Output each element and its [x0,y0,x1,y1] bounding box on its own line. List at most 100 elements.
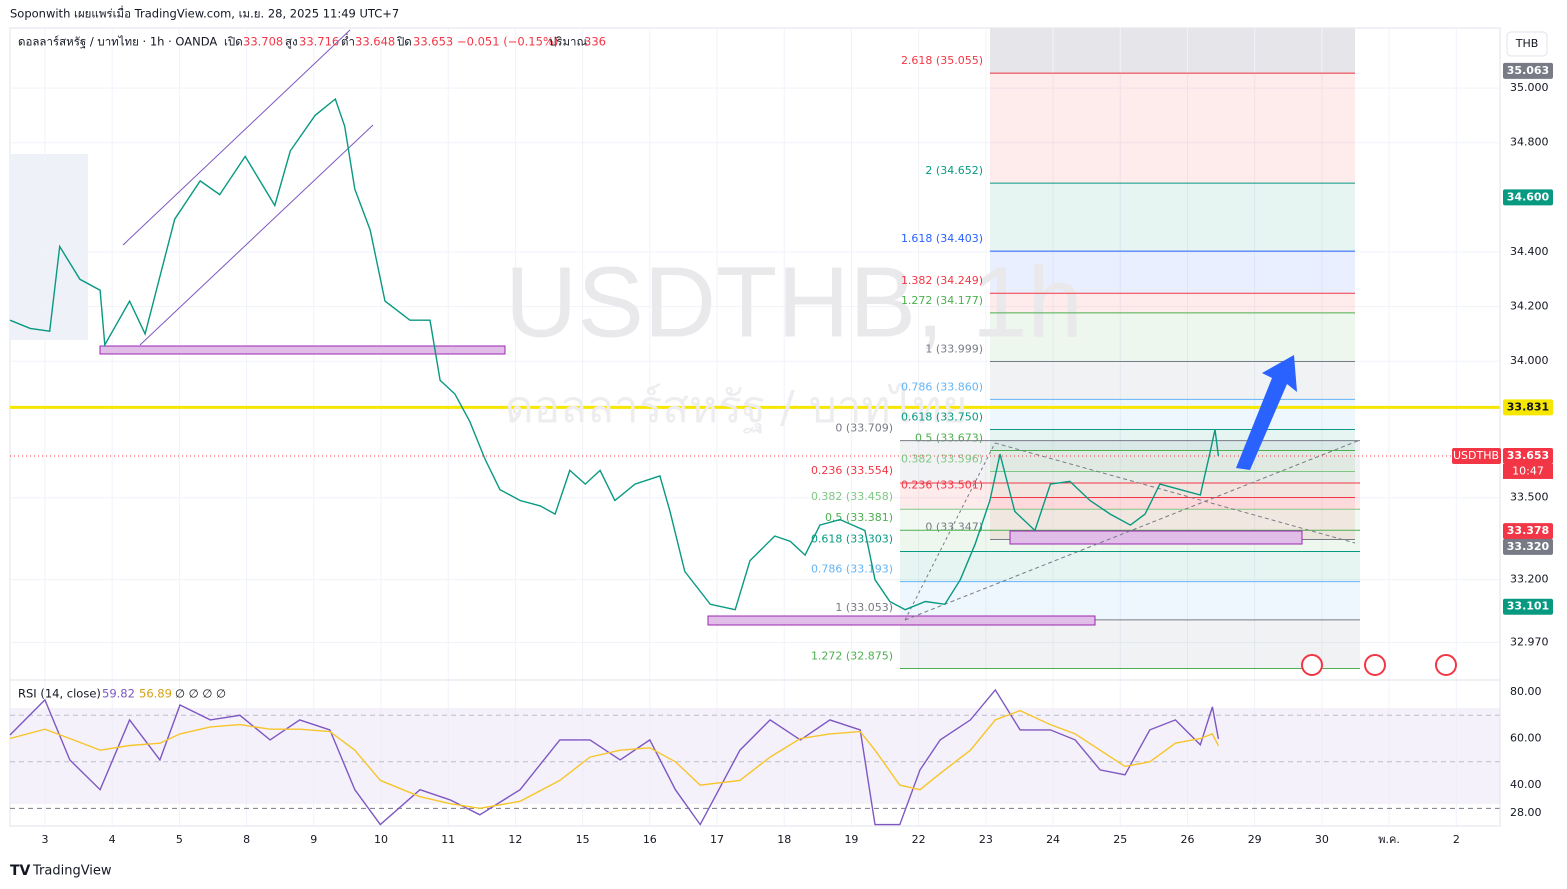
y-tick-label: 33.500 [1510,491,1549,504]
y-tick-label: 80.00 [1510,685,1542,698]
x-tick-label: 29 [1248,833,1262,846]
rsi-value: 59.82 [102,687,135,701]
arrow [1236,355,1297,470]
x-tick-label: 17 [710,833,724,846]
price-badge-label: 34.600 [1507,190,1550,203]
fib-label: 0.236 (33.501) [901,478,983,491]
x-tick-label: 10 [374,833,388,846]
symbol: ดอลลาร์สหรัฐ / บาทไทย · 1h · OANDA [18,35,217,49]
fib-label: 0.5 (33.381) [825,511,893,524]
fib-zone [900,440,1360,483]
fib-label: 1.272 (34.177) [901,294,983,307]
currency-button[interactable] [1506,31,1548,57]
fib-zone [900,483,1360,510]
event-icon[interactable] [1364,654,1386,676]
fib-zone [990,251,1355,294]
y-tick-label: 34.000 [1510,354,1549,367]
fib-label: 0.236 (33.554) [811,464,893,477]
price-badge-label: 33.831 [1507,400,1549,413]
price-badge-label: 33.101 [1507,600,1549,613]
symbol-badge [1452,447,1501,464]
x-tick-label: 25 [1113,833,1127,846]
volume: 336 [584,35,606,49]
zone-box [1009,530,1303,545]
countdown: 10:47 [1512,464,1544,477]
close: 33.653 [413,35,453,49]
range-box [10,154,88,340]
zone-box [99,345,506,355]
open-label: เปิด [224,35,243,49]
marks [9,97,1220,826]
y-tick-label: 40.00 [1510,778,1542,791]
price-badge-label: 35.063 [1507,64,1549,77]
price-line [9,709,1220,810]
high-label: สูง [285,35,298,49]
symbol-badge-label: USDTHB [1453,449,1499,462]
price-badge [1503,447,1553,464]
x-tick-label: 5 [176,833,183,846]
drawings [10,28,1501,827]
fib-label: 0.786 (33.860) [901,380,983,393]
fib-zone [990,183,1355,252]
price-line [9,97,1220,611]
x-tick-label: 11 [441,833,455,846]
fib-top-zone [990,28,1355,74]
currency[interactable]: THB [1515,37,1539,50]
countdown-badge [1503,463,1553,479]
background-layer [10,28,1500,826]
low: 33.648 [355,35,395,49]
high: 33.716 [299,35,339,49]
price-badge [1503,598,1553,615]
open: 33.708 [243,35,283,49]
fib-label: 0.382 (33.596) [901,453,983,466]
fib-zone [900,619,1360,669]
event-icon[interactable] [1435,654,1457,676]
fib-label: 1 (33.053) [835,601,893,614]
y-tick-label: 34.400 [1510,245,1549,258]
price-badge [1503,538,1553,555]
price-badge [1503,62,1553,79]
y-tick-label: 34.200 [1510,300,1549,313]
price-badge-label: 33.378 [1507,524,1549,537]
fib-label: 0.5 (33.673) [915,432,983,445]
fib-label: 1.618 (34.403) [901,232,983,245]
x-tick-label: 4 [109,833,116,846]
x-tick-label: 18 [777,833,791,846]
trend-line [904,439,1361,621]
x-tick-label: 12 [508,833,522,846]
y-tick-label: 33.200 [1510,573,1549,586]
x-tick-label: 16 [643,833,657,846]
fib-label: 0 (33.709) [835,422,893,435]
x-tick-label: 19 [844,833,858,846]
publisher: Soponwith เผยแพร่เมื่อ TradingView.com, … [10,6,399,21]
x-tick-label: 24 [1046,833,1060,846]
fib-label: 1.382 (34.249) [901,274,983,287]
x-tick-label: 30 [1315,833,1329,846]
low-label: ต่ำ [341,34,355,49]
close-label: ปิด [396,35,412,49]
zone-box [707,615,1096,626]
x-tick-label: 2 [1453,833,1460,846]
trend-line [994,442,1356,544]
y-tick-label: 34.800 [1510,136,1549,149]
legend: ดอลลาร์สหรัฐ / บาทไทย · 1h · OANDA เปิด … [18,34,606,701]
price-badge-label: 33.653 [1507,449,1549,462]
event-icon[interactable] [1301,654,1323,676]
y-tick-label: 35.000 [1510,81,1549,94]
rsi-empty: ∅ ∅ ∅ ∅ [175,687,226,701]
price-line [9,688,1220,826]
fib-label: 1.272 (32.875) [811,649,893,662]
change: −0.051 (−0.15%) [457,35,558,49]
volume-label: ปริมาณ [549,35,588,49]
price-badge [1503,523,1553,540]
fib-label: 1 (33.999) [925,342,983,355]
y-tick-label: 28.00 [1510,806,1542,819]
x-tick-label: 8 [243,833,250,846]
y-tick-label: 60.00 [1510,732,1542,745]
fib-zone [990,293,1355,313]
x-tick-label: 23 [979,833,993,846]
price-badge-label: 33.320 [1507,540,1550,553]
fib-zone [990,73,1355,184]
